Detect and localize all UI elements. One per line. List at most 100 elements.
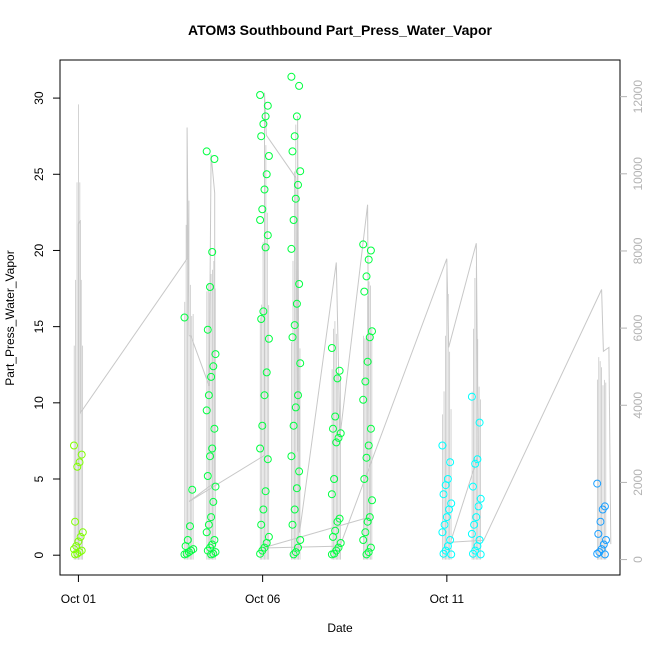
data-point — [469, 482, 477, 491]
data-point — [362, 272, 371, 281]
data-point — [210, 424, 219, 433]
data-point — [439, 490, 448, 499]
data-point — [74, 537, 83, 546]
data-point — [291, 194, 300, 203]
data-point — [263, 455, 272, 464]
data-point — [257, 132, 266, 141]
data-point — [264, 334, 273, 343]
data-point — [262, 368, 271, 377]
data-point — [203, 472, 212, 480]
x-axis-label: Date — [327, 621, 353, 635]
y2-tick-label: 8000 — [631, 237, 645, 264]
data-point — [73, 462, 82, 471]
data-point — [289, 550, 298, 559]
data-point — [204, 391, 213, 400]
data-point — [366, 543, 375, 552]
data-point — [599, 540, 608, 549]
data-point — [288, 520, 297, 529]
data-point — [593, 549, 602, 558]
data-point — [364, 548, 373, 557]
data-point — [600, 550, 609, 559]
data-point — [333, 374, 342, 383]
data-point — [184, 548, 193, 557]
data-point — [295, 467, 304, 476]
data-point — [206, 283, 214, 291]
data-point — [334, 433, 343, 442]
data-point — [446, 458, 455, 467]
data-point — [180, 550, 189, 559]
data-point — [259, 307, 268, 316]
data-point — [476, 550, 485, 559]
data-point — [362, 550, 371, 559]
data-point — [71, 517, 80, 526]
data-point — [361, 377, 370, 386]
data-point — [209, 497, 218, 506]
data-point — [202, 528, 211, 537]
data-point — [207, 513, 216, 522]
data-point — [263, 231, 272, 240]
data-point — [447, 550, 456, 559]
data-point — [291, 548, 300, 557]
y-tick-label: 15 — [32, 320, 46, 334]
data-point — [475, 418, 484, 427]
data-point — [287, 244, 296, 253]
data-point — [256, 216, 265, 224]
data-point — [290, 132, 299, 141]
y2-tick-label: 0 — [631, 556, 645, 563]
data-point — [360, 287, 369, 296]
axes: 0 5 10 15 20 25 30 0 2000 4000 6000 8000 10000 12000 O… — [32, 59, 645, 606]
data-point — [469, 549, 477, 558]
data-point — [467, 392, 476, 401]
data-point — [70, 441, 78, 450]
data-point — [473, 542, 482, 551]
data-point — [211, 548, 220, 557]
data-point — [209, 362, 218, 371]
data-point — [290, 321, 299, 330]
data-point — [330, 475, 339, 483]
data-point — [439, 549, 448, 558]
data-point — [288, 333, 297, 342]
data-point — [292, 112, 301, 121]
data-point — [294, 180, 302, 189]
data-point — [202, 406, 211, 415]
data-point — [472, 513, 481, 522]
data-point — [290, 505, 299, 514]
data-point — [474, 502, 483, 511]
data-point — [598, 505, 607, 514]
data-point — [329, 424, 337, 433]
data-point — [203, 325, 212, 334]
data-point — [289, 216, 298, 224]
y2-tick-label: 2000 — [631, 469, 645, 496]
data-point — [362, 453, 371, 462]
data-point — [207, 550, 216, 559]
data-point — [476, 494, 485, 503]
data-point — [261, 243, 270, 252]
data-point — [366, 424, 375, 433]
data-point — [210, 155, 219, 163]
data-point — [365, 333, 374, 342]
data-point — [366, 246, 375, 255]
x-tick-label: Oct 11 — [430, 592, 465, 606]
secondary-series-line — [77, 92, 612, 560]
data-point — [261, 112, 270, 121]
data-point — [368, 496, 376, 505]
data-point — [335, 366, 344, 375]
data-point — [336, 539, 345, 547]
data-point — [329, 532, 337, 541]
y-axis-label: Part_Press_Water_Vapor — [3, 250, 17, 385]
data-point — [295, 280, 304, 288]
y-tick-label: 20 — [32, 243, 46, 257]
data-point — [593, 479, 602, 488]
data-point — [181, 542, 190, 551]
x-tick-label: Oct 01 — [61, 592, 97, 606]
data-point — [208, 444, 217, 453]
data-point — [256, 549, 265, 558]
data-point — [438, 441, 447, 450]
data-point — [327, 344, 336, 352]
data-point — [256, 91, 265, 99]
data-point — [467, 529, 476, 538]
data-point — [442, 513, 451, 522]
data-point — [327, 490, 336, 499]
